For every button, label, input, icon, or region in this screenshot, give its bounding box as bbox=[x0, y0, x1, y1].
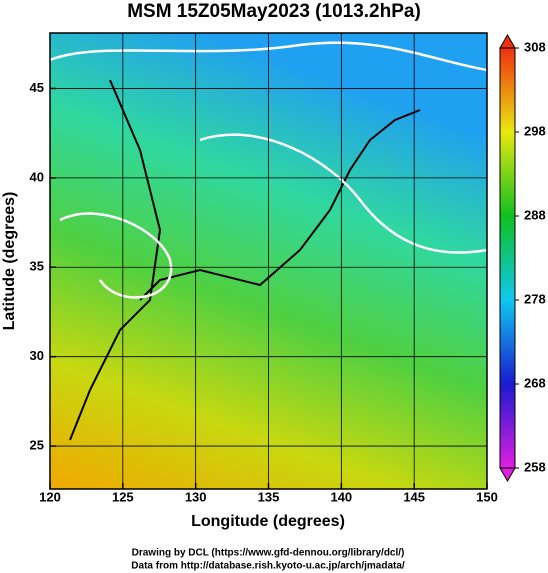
plot-frame bbox=[49, 32, 488, 490]
isotherm bbox=[59, 212, 173, 299]
x-tick-label: 150 bbox=[476, 489, 498, 504]
x-tick-label: 145 bbox=[403, 489, 425, 504]
x-tick-label: 135 bbox=[258, 489, 280, 504]
y-axis-label: Latitude (degrees) bbox=[1, 192, 18, 331]
colorbar-tick-label: 298 bbox=[524, 123, 546, 138]
decorations bbox=[50, 41, 487, 441]
colorbar-tick-label: 268 bbox=[524, 375, 546, 390]
isotherm bbox=[50, 41, 487, 72]
colorbar-tick-label: 278 bbox=[524, 291, 546, 306]
y-tick-label: 30 bbox=[30, 348, 44, 363]
footer-line: Data from http://database.rish.kyoto-u.a… bbox=[131, 561, 405, 572]
x-axis-label: Longitude (degrees) bbox=[191, 513, 345, 530]
x-tick-label: 120 bbox=[39, 489, 61, 504]
coastline bbox=[139, 109, 421, 301]
colorbar-tick-label: 308 bbox=[524, 39, 546, 54]
y-tick-label: 45 bbox=[30, 80, 44, 95]
footer-line: Drawing by DCL (https://www.gfd-dennou.o… bbox=[132, 548, 405, 559]
isotherm bbox=[199, 133, 487, 254]
x-tick-label: 130 bbox=[185, 489, 207, 504]
coastline bbox=[69, 79, 162, 441]
x-tick-label: 140 bbox=[330, 489, 352, 504]
y-tick-label: 40 bbox=[30, 169, 44, 184]
y-tick-label: 35 bbox=[30, 259, 44, 274]
colorbar-extend-top bbox=[499, 33, 516, 49]
colorbar-tick-label: 288 bbox=[524, 207, 546, 222]
chart-title: MSM 15Z05May2023 (1013.2hPa) bbox=[127, 1, 421, 22]
y-tick-label: 25 bbox=[30, 438, 44, 453]
colorbar bbox=[499, 47, 516, 469]
x-tick-label: 125 bbox=[112, 489, 134, 504]
colorbar-extend-bottom bbox=[499, 467, 516, 483]
colorbar-tick-label: 258 bbox=[524, 459, 546, 474]
